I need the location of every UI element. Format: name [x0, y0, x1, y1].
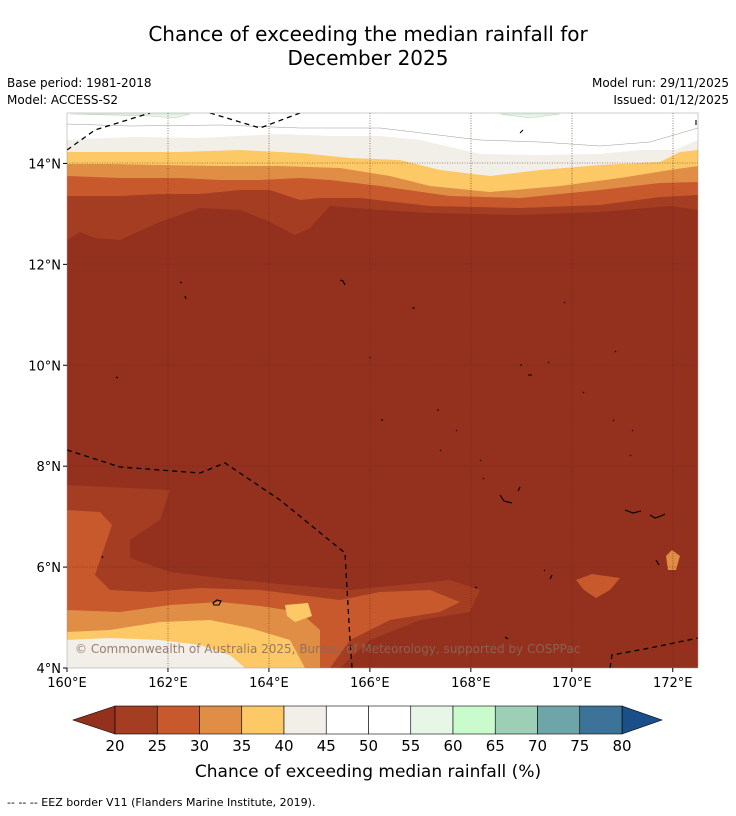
plot-area: © Commonwealth of Australia 2025, Bureau…: [67, 113, 698, 668]
model-run: Model run: 29/11/2025: [591, 76, 729, 90]
region-40-45-south: [67, 638, 245, 668]
y-tick-label: 14°N: [28, 157, 61, 172]
colorbar-swatch: [325, 705, 369, 735]
colorbar-swatch: [156, 705, 200, 735]
colorbar-swatch: [410, 705, 454, 735]
colorbar-over-arrow: [621, 705, 663, 735]
colorbar-tick-label: 55: [401, 737, 420, 755]
map-chart: © Commonwealth of Australia 2025, Bureau…: [28, 112, 699, 755]
colorbar-label: Chance of exceeding median rainfall (%): [194, 762, 542, 782]
issued-date: Issued: 01/12/2025: [613, 93, 729, 107]
colorbar: 20 25 30 35 40 45 50 55 60 65 70 75 80: [72, 705, 663, 755]
colorbar-tick-label: 65: [486, 737, 505, 755]
x-tick-label: 162°E: [148, 676, 188, 691]
colorbar-swatch: [114, 705, 158, 735]
thin-contour-north: [67, 123, 698, 147]
model-name: Model: ACCESS-S2: [7, 93, 119, 107]
colorbar-swatch: [368, 705, 412, 735]
x-tick-label: 172°E: [653, 676, 693, 691]
region-25-30-patch-east: [576, 574, 620, 598]
title-line-2: December 2025: [287, 46, 449, 70]
region-35-40-patch: [285, 603, 312, 622]
y-axis-ticks: 4°N 6°N 8°N 10°N 12°N 14°N: [28, 157, 67, 677]
y-tick-label: 4°N: [37, 662, 62, 677]
y-tick-label: 8°N: [37, 460, 62, 475]
colorbar-tick-label: 50: [359, 737, 378, 755]
colorbar-swatch: [283, 705, 327, 735]
chart-title: Chance of exceeding the median rainfall …: [0, 22, 736, 70]
region-30-35-patch-east: [666, 550, 680, 570]
colorbar-swatch: [241, 705, 285, 735]
y-tick-label: 6°N: [37, 561, 62, 576]
eez-borders: [67, 113, 698, 668]
x-tick-label: 164°E: [249, 676, 289, 691]
colorbar-tick-label: 30: [190, 737, 209, 755]
x-tick-label: 160°E: [47, 676, 87, 691]
eez-legend-note: -- -- -- EEZ border V11 (Flanders Marine…: [7, 796, 316, 809]
colorbar-tick-label: 75: [570, 737, 589, 755]
colorbar-tick-label: 35: [232, 737, 251, 755]
colorbar-tick-label: 70: [528, 737, 547, 755]
x-axis-ticks: 160°E 162°E 164°E 166°E 168°E 170°E 172°E: [47, 668, 693, 691]
colorbar-tick-label: 40: [274, 737, 293, 755]
copyright-text: © Commonwealth of Australia 2025, Bureau…: [75, 642, 580, 656]
colorbar-tick-label: 20: [105, 737, 124, 755]
colorbar-swatch: [579, 705, 623, 735]
island-outline: [212, 599, 222, 606]
island: [101, 120, 697, 640]
colorbar-swatch: [494, 705, 538, 735]
eez-border: [67, 113, 151, 151]
region-45-55-north: [67, 113, 698, 155]
meta-right: Model run: 29/11/2025 Issued: 01/12/2025: [592, 75, 729, 109]
x-tick-label: 168°E: [451, 676, 491, 691]
colorbar-swatch: [452, 705, 496, 735]
plot-frame: [66, 112, 699, 669]
gridlines: [67, 113, 698, 668]
meta-left: Base period: 1981-2018 Model: ACCESS-S2: [7, 75, 152, 109]
colorbar-tick-label: 25: [148, 737, 167, 755]
y-tick-label: 10°N: [28, 359, 61, 374]
colorbar-tick-label: 60: [443, 737, 462, 755]
islands: [101, 120, 697, 640]
eez-border: [609, 637, 698, 668]
colorbar-tick-label: 45: [317, 737, 336, 755]
colorbar-swatch: [199, 705, 243, 735]
base-period: Base period: 1981-2018: [7, 76, 152, 90]
colorbar-tick-label: 80: [612, 737, 631, 755]
colorbar-under-arrow: [72, 705, 116, 735]
x-tick-label: 170°E: [552, 676, 592, 691]
title-line-1: Chance of exceeding the median rainfall …: [148, 22, 588, 46]
colorbar-swatch: [537, 705, 581, 735]
x-tick-label: 166°E: [350, 676, 390, 691]
y-tick-label: 12°N: [28, 258, 61, 273]
